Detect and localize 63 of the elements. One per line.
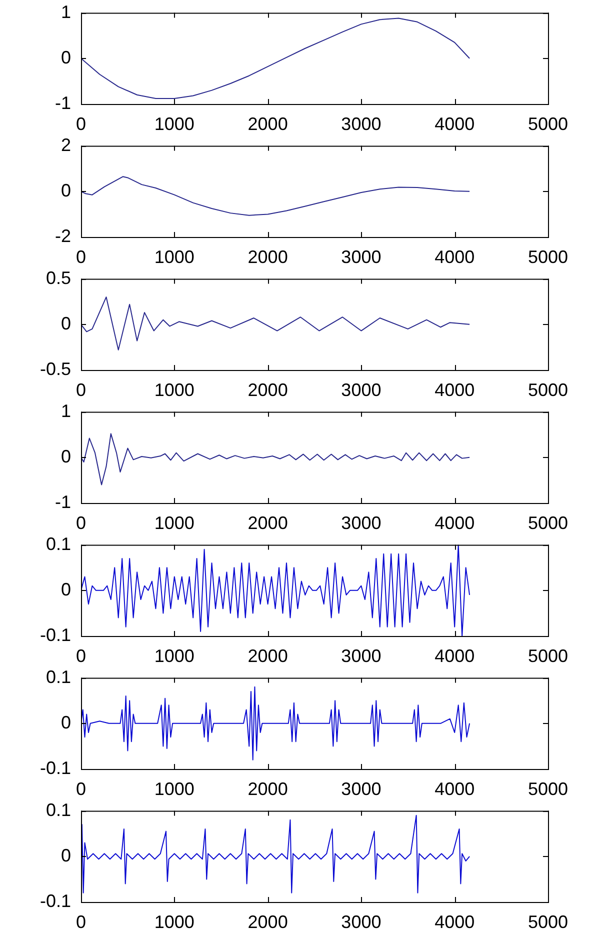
x-tick-label: 3000 [341,778,382,799]
x-tick-label: 3000 [341,512,382,533]
x-tick-label: 4000 [434,380,475,400]
x-tick-label: 1000 [154,380,194,400]
x-tick-label: 2000 [248,778,288,799]
x-tick-label: 2000 [248,114,288,134]
x-tick-label: 4000 [434,114,475,134]
y-tick-label: 0 [60,313,71,334]
x-tick-label: 0 [76,114,86,134]
x-tick-label: 0 [76,912,86,932]
x-tick-label: 0 [76,778,86,799]
x-tick-label: 1000 [154,778,194,799]
y-tick-label: 2 [60,134,71,155]
x-tick-label: 3000 [341,114,382,134]
x-tick-label: 5000 [528,246,568,267]
x-tick-label: 3000 [341,912,382,932]
x-tick-label: 0 [76,646,86,666]
x-tick-label: 2000 [248,246,288,267]
y-tick-label: -1 [54,492,71,512]
y-tick-label: 0 [60,579,71,600]
y-tick-label: 0 [60,180,71,200]
x-tick-label: 0 [76,512,86,533]
y-tick-label: -0.5 [40,358,71,379]
y-tick-label: 1 [60,400,71,421]
x-tick-label: 1000 [154,114,194,134]
y-tick-label: 1 [60,2,71,22]
x-tick-label: 1000 [154,912,194,932]
x-tick-label: 5000 [528,646,568,666]
x-tick-label: 5000 [528,114,568,134]
x-tick-label: 2000 [248,646,288,666]
y-tick-label: 0 [60,845,71,866]
x-tick-label: 4000 [434,512,475,533]
x-tick-label: 1000 [154,246,194,267]
y-tick-label: -0.1 [40,758,71,778]
y-tick-label: -1 [54,92,71,113]
x-tick-label: 4000 [434,778,475,799]
x-tick-label: 4000 [434,646,475,666]
x-tick-label: 5000 [528,778,568,799]
x-tick-label: 3000 [341,246,382,267]
y-tick-label: 0 [60,446,71,466]
x-tick-label: 5000 [528,912,568,932]
y-tick-label: 0.1 [46,534,71,554]
x-tick-label: 3000 [341,380,382,400]
x-tick-label: 2000 [248,912,288,932]
y-tick-label: 0.1 [46,800,71,820]
y-tick-label: 0 [60,47,71,68]
x-tick-label: 3000 [341,646,382,666]
x-tick-label: 1000 [154,646,194,666]
y-tick-label: 0 [60,712,71,732]
y-tick-label: -2 [54,226,71,246]
x-tick-label: 2000 [248,380,288,400]
x-tick-label: 2000 [248,512,288,533]
x-tick-label: 1000 [154,512,194,533]
x-tick-label: 4000 [434,912,475,932]
x-tick-label: 0 [76,246,86,267]
x-tick-label: 5000 [528,380,568,400]
y-tick-label: 0.1 [46,666,71,687]
y-tick-label: 0.5 [46,268,71,288]
y-tick-label: -0.1 [40,624,71,645]
x-tick-label: 4000 [434,246,475,267]
y-tick-label: -0.1 [40,890,71,911]
x-tick-label: 5000 [528,512,568,533]
x-tick-label: 0 [76,380,86,400]
